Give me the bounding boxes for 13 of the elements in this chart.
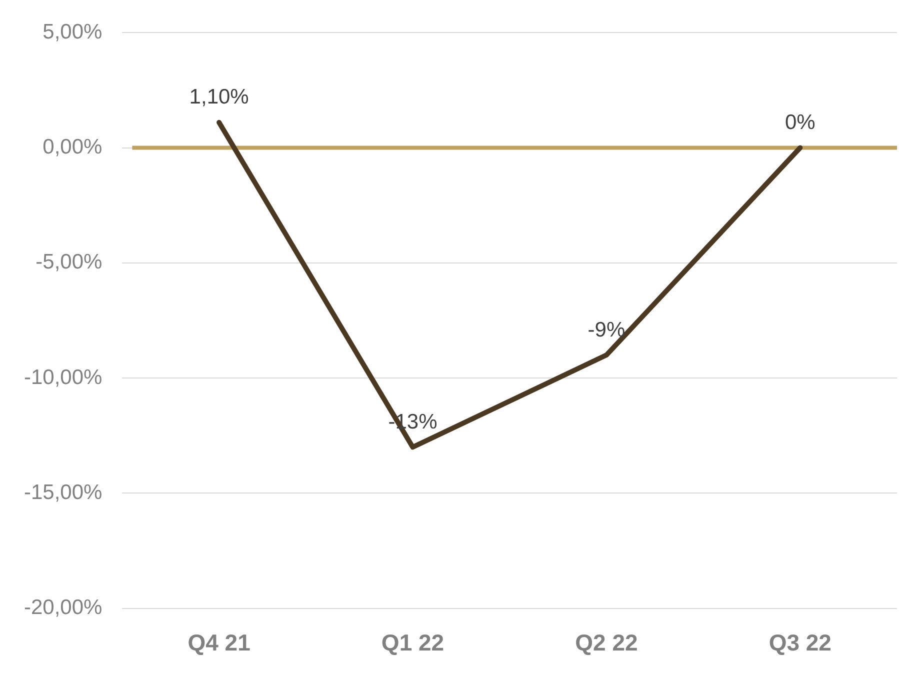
data-label: -9% — [588, 318, 626, 342]
x-tick-label: Q3 22 — [768, 630, 832, 656]
y-tick-label: 0,00% — [42, 136, 102, 159]
y-tick-label: -20,00% — [24, 596, 102, 620]
y-tick-label: -15,00% — [24, 481, 102, 504]
y-tick-label: -5,00% — [36, 250, 102, 274]
x-tick-label: Q4 21 — [188, 630, 251, 656]
x-tick-label: Q1 22 — [381, 630, 444, 656]
x-tick-label: Q2 22 — [575, 630, 638, 656]
data-label: 1,10% — [189, 86, 249, 109]
y-tick-label: 5,00% — [42, 20, 102, 44]
data-label: 0% — [784, 111, 816, 134]
y-tick-label: -10,00% — [24, 366, 102, 389]
